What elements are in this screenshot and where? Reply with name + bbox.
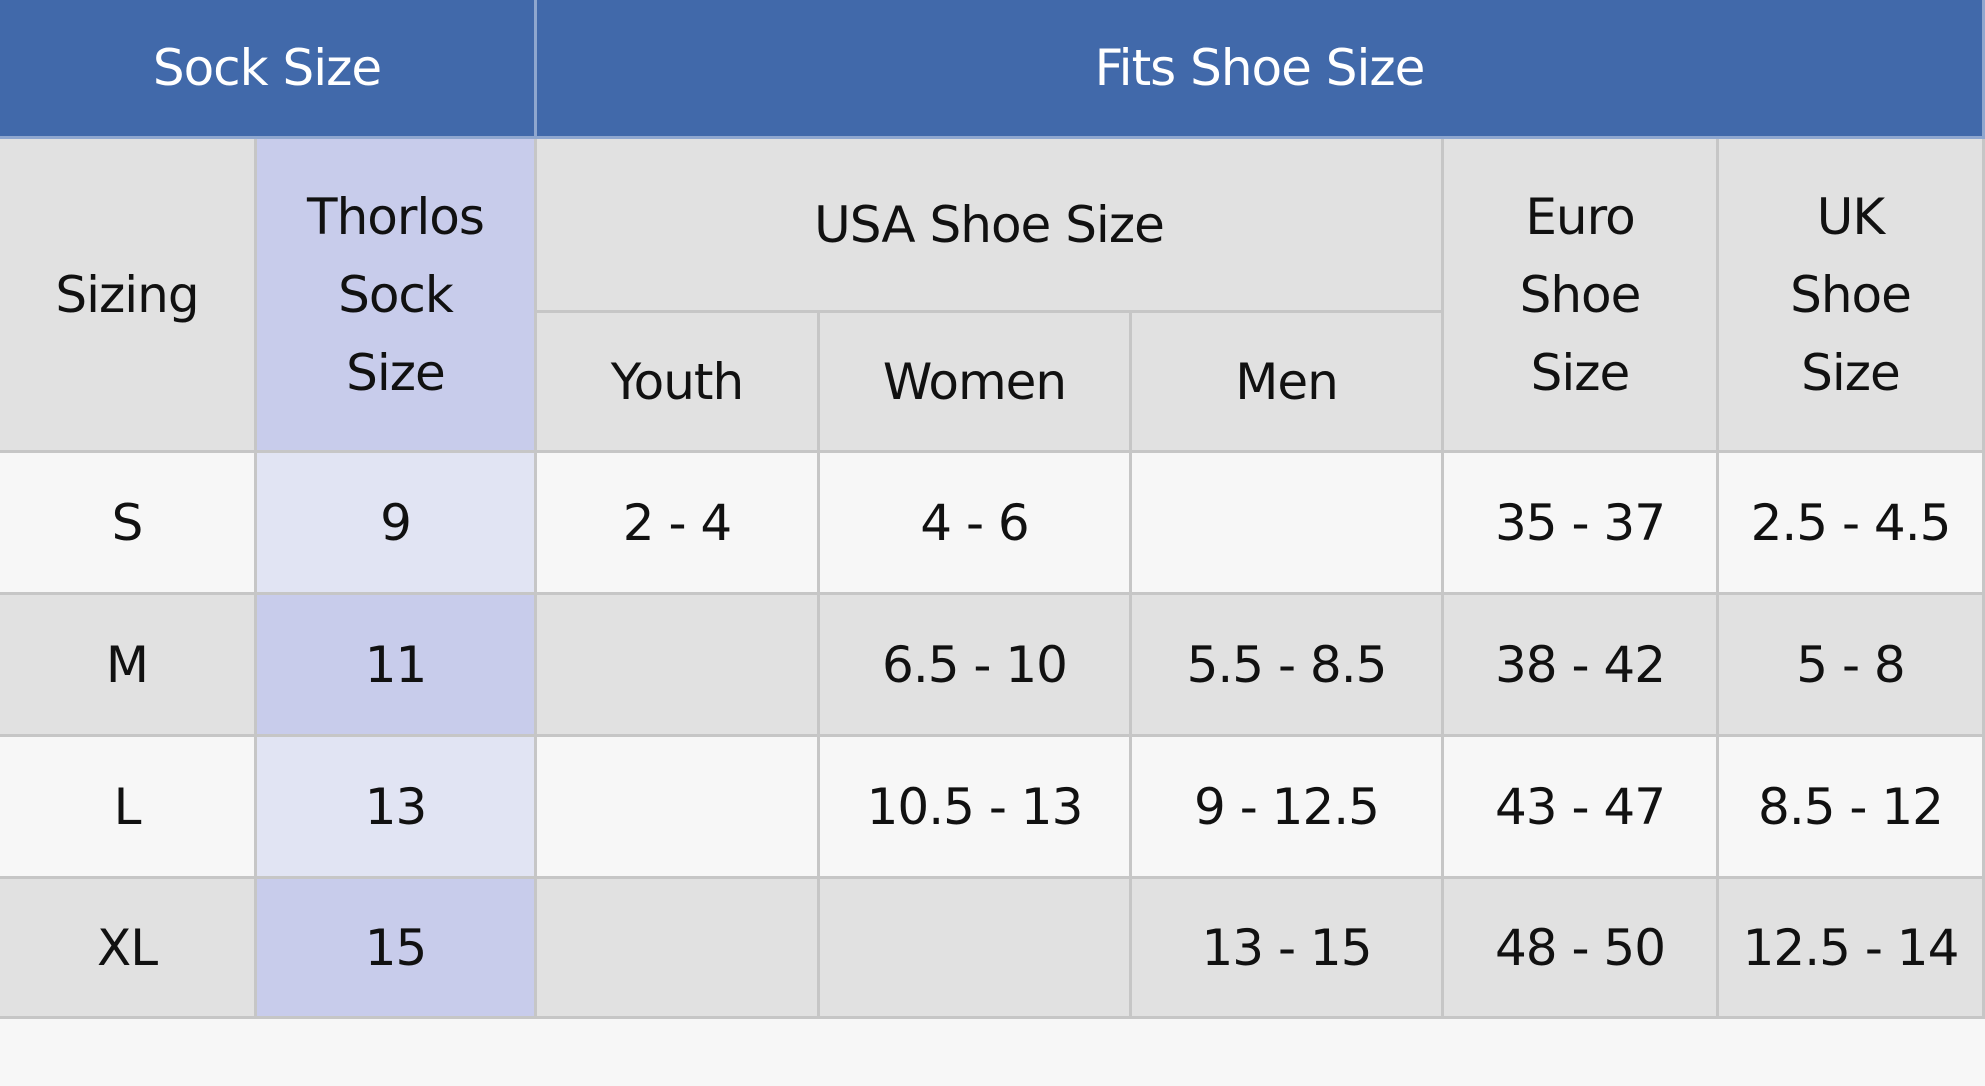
- table-cell: 43 - 47: [1444, 737, 1719, 879]
- cell-text: 4 - 6: [920, 493, 1029, 552]
- cell-text: 10.5 - 13: [866, 777, 1084, 836]
- cell-text: 9 - 12.5: [1194, 777, 1380, 836]
- cell-text: Euro Shoe Size: [1519, 187, 1642, 402]
- cell-text: Youth: [610, 352, 744, 411]
- cell-text: Sock Size: [152, 39, 382, 97]
- table-cell: 35 - 37: [1444, 453, 1719, 595]
- table-cell: XL: [0, 879, 257, 1019]
- table-cell: L: [0, 737, 257, 879]
- table-cell: [537, 879, 820, 1019]
- table-cell: M: [0, 595, 257, 737]
- table-cell: 9 - 12.5: [1132, 737, 1444, 879]
- table-cell: 13: [257, 737, 537, 879]
- cell-text: 2 - 4: [622, 493, 732, 552]
- cell-text: 12.5 - 14: [1742, 918, 1960, 977]
- cell-text: 11: [364, 635, 428, 694]
- cell-text: XL: [96, 918, 158, 977]
- table-cell: [537, 595, 820, 737]
- cell-text: UK Shoe Size: [1790, 187, 1912, 402]
- cell-text: Thorlos Sock Size: [307, 187, 485, 402]
- table-cell: 2.5 - 4.5: [1719, 453, 1985, 595]
- cell-text: 8.5 - 12: [1758, 777, 1944, 836]
- header-cell: Sock Size: [0, 0, 537, 139]
- table-cell: 2 - 4: [537, 453, 820, 595]
- cell-text: 48 - 50: [1494, 918, 1666, 977]
- subheader-cell: Sizing: [0, 139, 257, 453]
- table-cell: 4 - 6: [820, 453, 1132, 595]
- table-cell: 10.5 - 13: [820, 737, 1132, 879]
- table-cell: 11: [257, 595, 537, 737]
- cell-text: Men: [1235, 352, 1339, 411]
- table-cell: 15: [257, 879, 537, 1019]
- table-cell: S: [0, 453, 257, 595]
- cell-text: S: [111, 493, 144, 552]
- table-cell: [537, 737, 820, 879]
- cell-text: 6.5 - 10: [882, 635, 1068, 694]
- cell-text: Fits Shoe Size: [1094, 39, 1426, 97]
- table-cell: 48 - 50: [1444, 879, 1719, 1019]
- cell-text: Women: [882, 352, 1067, 411]
- cell-text: 9: [380, 493, 412, 552]
- cell-text: 15: [364, 918, 428, 977]
- cell-text: USA Shoe Size: [814, 195, 1165, 254]
- header-cell: Fits Shoe Size: [537, 0, 1985, 139]
- subheader-cell: USA Shoe Size: [537, 139, 1444, 313]
- table-cell: 5 - 8: [1719, 595, 1985, 737]
- table-cell: 8.5 - 12: [1719, 737, 1985, 879]
- subheader-cell: Thorlos Sock Size: [257, 139, 537, 453]
- table-cell: [1132, 453, 1444, 595]
- cell-text: L: [113, 777, 142, 836]
- table-cell: 38 - 42: [1444, 595, 1719, 737]
- cell-text: Sizing: [55, 265, 199, 324]
- subheader-cell: UK Shoe Size: [1719, 139, 1985, 453]
- cell-text: 5.5 - 8.5: [1186, 635, 1388, 694]
- cell-text: 43 - 47: [1494, 777, 1666, 836]
- table-cell: 5.5 - 8.5: [1132, 595, 1444, 737]
- table-cell: 13 - 15: [1132, 879, 1444, 1019]
- cell-text: 2.5 - 4.5: [1750, 493, 1952, 552]
- cell-text: 13: [364, 777, 428, 836]
- cell-text: 5 - 8: [1796, 635, 1905, 694]
- subheader-cell: Youth: [537, 313, 820, 453]
- table-cell: [820, 879, 1132, 1019]
- cell-text: 38 - 42: [1494, 635, 1666, 694]
- table-cell: 6.5 - 10: [820, 595, 1132, 737]
- subheader-cell: Men: [1132, 313, 1444, 453]
- subheader-cell: Euro Shoe Size: [1444, 139, 1719, 453]
- cell-text: 35 - 37: [1494, 493, 1666, 552]
- cell-text: 13 - 15: [1201, 918, 1372, 977]
- table-cell: 9: [257, 453, 537, 595]
- table-cell: 12.5 - 14: [1719, 879, 1985, 1019]
- cell-text: M: [105, 635, 149, 694]
- subheader-cell: Women: [820, 313, 1132, 453]
